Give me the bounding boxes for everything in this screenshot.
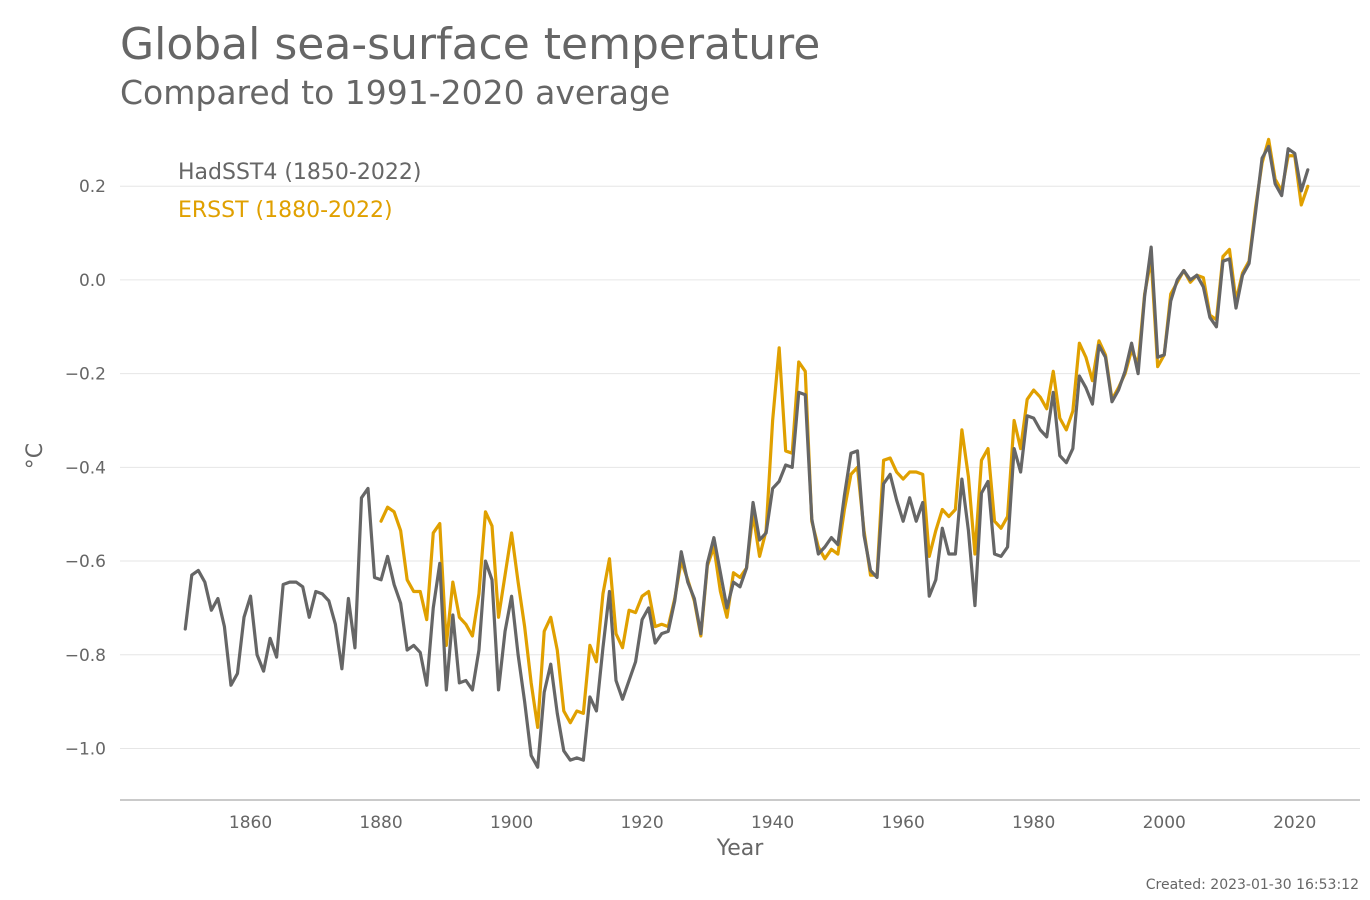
y-tick-label: −0.6 [65, 552, 106, 572]
x-tick-label: 1880 [359, 813, 402, 833]
y-axis-title: °C [23, 443, 48, 469]
y-tick-label: −1.0 [65, 739, 106, 759]
legend-ersst: ERSST (1880-2022) [178, 198, 393, 223]
y-tick-label: −0.8 [65, 646, 106, 666]
series-line-hadsst4 [183, 144, 1310, 769]
x-tick-label: 2000 [1143, 813, 1186, 833]
x-tick-label: 1940 [751, 813, 794, 833]
y-tick-label: −0.2 [65, 365, 106, 385]
x-axis-title: Year [716, 836, 765, 861]
y-tick-label: −0.4 [65, 458, 106, 478]
created-timestamp: Created: 2023-01-30 16:53:12 [1146, 877, 1359, 893]
x-tick-label: 1960 [882, 813, 925, 833]
x-tick-label: 1980 [1012, 813, 1055, 833]
x-tick-labels: 1860 1880 1900 1920 1940 1960 1980 2000 2020 [229, 813, 1316, 833]
x-tick-label: 2020 [1273, 813, 1316, 833]
chart-subtitle: Compared to 1991-2020 average [120, 73, 670, 112]
y-tick-label: 0.2 [79, 177, 106, 197]
y-tick-labels: −1.0 −0.8 −0.6 −0.4 −0.2 0.0 0.2 [65, 177, 106, 759]
x-tick-label: 1900 [490, 813, 533, 833]
series-line-ersst [379, 137, 1310, 729]
x-tick-label: 1860 [229, 813, 272, 833]
legend-hadsst4: HadSST4 (1850-2022) [178, 160, 421, 185]
chart-title: Global sea-surface temperature [120, 19, 820, 70]
x-tick-label: 1920 [620, 813, 663, 833]
y-tick-label: 0.0 [79, 271, 106, 291]
series-lines [183, 137, 1310, 769]
y-gridlines [120, 185, 1360, 749]
